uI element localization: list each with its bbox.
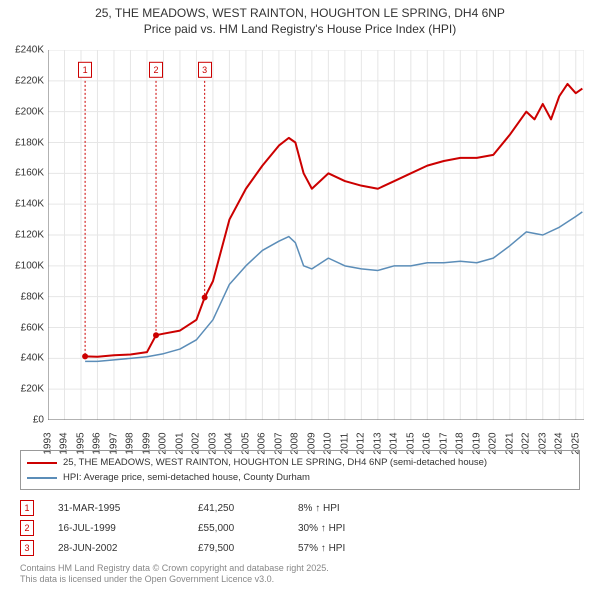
sales-row-date: 16-JUL-1999: [58, 523, 198, 534]
chart-container: 25, THE MEADOWS, WEST RAINTON, HOUGHTON …: [0, 0, 600, 590]
y-axis-tick-label: £160K: [4, 168, 44, 179]
legend-label: 25, THE MEADOWS, WEST RAINTON, HOUGHTON …: [63, 455, 487, 470]
sale-marker-box: 3: [198, 62, 212, 78]
sale-marker-box: 2: [149, 62, 163, 78]
chart-area: £0£20K£40K£60K£80K£100K£120K£140K£160K£1…: [48, 50, 584, 420]
y-axis-tick-label: £80K: [4, 291, 44, 302]
line-chart-svg: [48, 50, 584, 420]
sales-row-price: £41,250: [198, 503, 298, 514]
y-axis-tick-label: £100K: [4, 260, 44, 271]
legend-label: HPI: Average price, semi-detached house,…: [63, 470, 310, 485]
y-axis-tick-label: £0: [4, 415, 44, 426]
sales-table: 1 31-MAR-1995£41,2508% ↑ HPI 2 16-JUL-1999£…: [20, 498, 398, 558]
legend-item: 25, THE MEADOWS, WEST RAINTON, HOUGHTON …: [27, 455, 573, 470]
y-axis-tick-label: £20K: [4, 384, 44, 395]
title-line-1: 25, THE MEADOWS, WEST RAINTON, HOUGHTON …: [0, 6, 600, 22]
sales-row-marker: 1: [20, 500, 34, 516]
y-axis-tick-label: £180K: [4, 137, 44, 148]
y-axis-tick-label: £120K: [4, 230, 44, 241]
y-axis-tick-label: £140K: [4, 199, 44, 210]
sales-row-date: 28-JUN-2002: [58, 543, 198, 554]
legend-swatch: [27, 477, 57, 479]
y-axis-tick-label: £40K: [4, 353, 44, 364]
sales-row: 1 31-MAR-1995£41,2508% ↑ HPI: [20, 498, 398, 518]
chart-title: 25, THE MEADOWS, WEST RAINTON, HOUGHTON …: [0, 0, 600, 37]
sales-row-price: £55,000: [198, 523, 298, 534]
y-axis-tick-label: £240K: [4, 45, 44, 56]
sales-row-date: 31-MAR-1995: [58, 503, 198, 514]
legend-swatch: [27, 462, 57, 464]
sales-row-pct: 30% ↑ HPI: [298, 523, 398, 534]
sales-row: 3 28-JUN-2002£79,50057% ↑ HPI: [20, 538, 398, 558]
footer-line-1: Contains HM Land Registry data © Crown c…: [20, 563, 329, 575]
title-line-2: Price paid vs. HM Land Registry's House …: [0, 22, 600, 38]
sales-row-pct: 57% ↑ HPI: [298, 543, 398, 554]
sales-row-marker: 3: [20, 540, 34, 556]
footer-line-2: This data is licensed under the Open Gov…: [20, 574, 329, 586]
sales-row-pct: 8% ↑ HPI: [298, 503, 398, 514]
legend-box: 25, THE MEADOWS, WEST RAINTON, HOUGHTON …: [20, 450, 580, 490]
y-axis-tick-label: £60K: [4, 322, 44, 333]
legend-item: HPI: Average price, semi-detached house,…: [27, 470, 573, 485]
sales-row-marker: 2: [20, 520, 34, 536]
y-axis-tick-label: £200K: [4, 106, 44, 117]
sale-marker-box: 1: [78, 62, 92, 78]
copyright-footer: Contains HM Land Registry data © Crown c…: [20, 563, 329, 586]
sales-row: 2 16-JUL-1999£55,00030% ↑ HPI: [20, 518, 398, 538]
y-axis-tick-label: £220K: [4, 75, 44, 86]
sales-row-price: £79,500: [198, 543, 298, 554]
